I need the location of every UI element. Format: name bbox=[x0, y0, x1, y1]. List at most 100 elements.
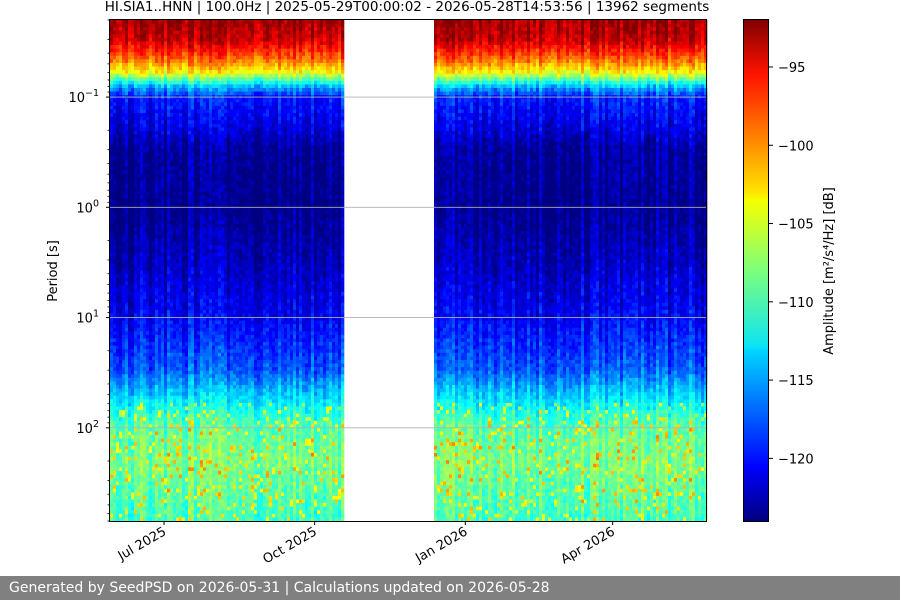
heatmap-cell bbox=[131, 256, 134, 260]
heatmap-cell bbox=[116, 152, 119, 156]
heatmap-cell bbox=[206, 185, 209, 189]
heatmap-cell bbox=[116, 99, 119, 103]
heatmap-cell bbox=[188, 371, 191, 375]
heatmap-cell bbox=[140, 253, 143, 257]
heatmap-cell bbox=[158, 142, 161, 146]
heatmap-cell bbox=[185, 349, 188, 353]
heatmap-cell bbox=[167, 474, 170, 478]
heatmap-cell bbox=[143, 24, 146, 28]
heatmap-cell bbox=[197, 167, 200, 171]
heatmap-cell bbox=[185, 263, 188, 267]
heatmap-cell bbox=[191, 396, 194, 400]
heatmap-cell bbox=[122, 77, 125, 81]
heatmap-cell bbox=[113, 210, 116, 214]
heatmap-cell bbox=[140, 170, 143, 174]
heatmap-cell bbox=[122, 109, 125, 113]
heatmap-cell bbox=[185, 156, 188, 160]
heatmap-cell bbox=[203, 467, 206, 471]
heatmap-cell bbox=[182, 371, 185, 375]
heatmap-cell bbox=[113, 503, 116, 507]
heatmap-cell bbox=[191, 310, 194, 314]
heatmap-cell bbox=[191, 131, 194, 135]
heatmap-cell bbox=[110, 124, 113, 128]
heatmap-cell bbox=[176, 242, 179, 246]
heatmap-cell bbox=[167, 356, 170, 360]
heatmap-cell bbox=[110, 353, 113, 357]
heatmap-cell bbox=[200, 34, 203, 38]
heatmap-cell bbox=[158, 274, 161, 278]
heatmap-cell bbox=[116, 20, 119, 24]
heatmap-cell bbox=[200, 335, 203, 339]
heatmap-cell bbox=[134, 482, 137, 486]
heatmap-cell bbox=[122, 464, 125, 468]
heatmap-cell bbox=[194, 177, 197, 181]
heatmap-cell bbox=[203, 249, 206, 253]
heatmap-cell bbox=[194, 442, 197, 446]
heatmap-cell bbox=[116, 321, 119, 325]
heatmap-cell bbox=[179, 84, 182, 88]
heatmap-cell bbox=[152, 203, 155, 207]
heatmap-cell bbox=[164, 331, 167, 335]
heatmap-cell bbox=[170, 342, 173, 346]
heatmap-cell bbox=[206, 446, 209, 450]
heatmap-cell bbox=[161, 127, 164, 131]
heatmap-cell bbox=[161, 38, 164, 42]
heatmap-cell bbox=[155, 342, 158, 346]
heatmap-cell bbox=[116, 278, 119, 282]
heatmap-cell bbox=[170, 45, 173, 49]
heatmap-cell bbox=[203, 439, 206, 443]
heatmap-cell bbox=[188, 81, 191, 85]
heatmap-cell bbox=[179, 356, 182, 360]
heatmap-cell bbox=[155, 245, 158, 249]
heatmap-cell bbox=[110, 507, 113, 511]
heatmap-cell bbox=[197, 181, 200, 185]
heatmap-cell bbox=[125, 371, 128, 375]
heatmap-cell bbox=[116, 24, 119, 28]
heatmap-cell bbox=[203, 489, 206, 493]
heatmap-cell bbox=[164, 131, 167, 135]
heatmap-cell bbox=[197, 324, 200, 328]
heatmap-cell bbox=[179, 403, 182, 407]
heatmap-cell bbox=[134, 220, 137, 224]
heatmap-cell bbox=[203, 500, 206, 504]
heatmap-cell bbox=[152, 170, 155, 174]
heatmap-cell bbox=[140, 389, 143, 393]
heatmap-cell bbox=[149, 271, 152, 275]
heatmap-cell bbox=[185, 464, 188, 468]
heatmap-cell bbox=[134, 20, 137, 24]
heatmap-cell bbox=[185, 292, 188, 296]
heatmap-cell bbox=[110, 70, 113, 74]
heatmap-cell bbox=[122, 389, 125, 393]
heatmap-cell bbox=[161, 88, 164, 92]
heatmap-cell bbox=[164, 45, 167, 49]
heatmap-cell bbox=[158, 220, 161, 224]
heatmap-cell bbox=[203, 24, 206, 28]
heatmap-cell bbox=[167, 149, 170, 153]
heatmap-cell bbox=[200, 517, 203, 521]
heatmap-cell bbox=[203, 310, 206, 314]
heatmap-cell bbox=[209, 306, 212, 310]
heatmap-cell bbox=[137, 432, 140, 436]
heatmap-cell bbox=[170, 449, 173, 453]
heatmap-cell bbox=[185, 109, 188, 113]
heatmap-cell bbox=[122, 167, 125, 171]
heatmap-cell bbox=[167, 34, 170, 38]
heatmap-cell bbox=[110, 396, 113, 400]
heatmap-cell bbox=[167, 160, 170, 164]
heatmap-cell bbox=[209, 142, 212, 146]
heatmap-cell bbox=[194, 256, 197, 260]
heatmap-cell bbox=[128, 471, 131, 475]
heatmap-cell bbox=[131, 485, 134, 489]
heatmap-cell bbox=[155, 131, 158, 135]
heatmap-cell bbox=[203, 464, 206, 468]
heatmap-cell bbox=[125, 163, 128, 167]
heatmap-cell bbox=[179, 113, 182, 117]
heatmap-cell bbox=[188, 203, 191, 207]
heatmap-cell bbox=[200, 156, 203, 160]
heatmap-cell bbox=[125, 449, 128, 453]
heatmap-cell bbox=[155, 310, 158, 314]
heatmap-cell bbox=[164, 471, 167, 475]
heatmap-cell bbox=[161, 285, 164, 289]
heatmap-cell bbox=[119, 88, 122, 92]
heatmap-cell bbox=[188, 185, 191, 189]
